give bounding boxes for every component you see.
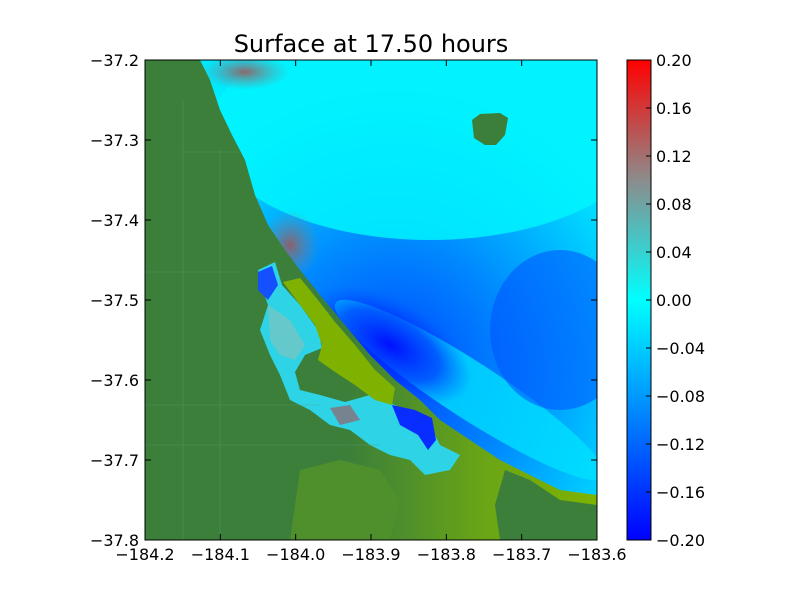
y-axis: −37.2 −37.3 −37.4 −37.5 −37.6 −37.7 −37.8	[90, 51, 597, 550]
colorbar: 0.20 0.16 0.12 0.08 0.04 0.00 −0.04 −0.08 −0.12 −…	[626, 51, 705, 550]
land-interior	[145, 60, 238, 440]
y-tick-label: −37.4	[90, 211, 139, 230]
land-mesh-lines	[145, 100, 380, 540]
harbour-deep-north	[258, 266, 278, 300]
colorbar-tick-label: 0.08	[656, 195, 692, 214]
land-south-east	[495, 470, 597, 540]
colorbar-tick-label: 0.20	[656, 51, 692, 70]
positive-anomaly-north	[200, 60, 290, 90]
x-tick-label: −183.7	[492, 545, 551, 564]
deep-negative-region-east	[490, 250, 597, 410]
colorbar-tick-label: 0.00	[656, 291, 692, 310]
cyan-north-band	[210, 60, 597, 240]
colorbar-axis: 0.20 0.16 0.12 0.08 0.04 0.00 −0.04 −0.08 −0.12 −…	[646, 51, 705, 550]
colorbar-tick-label: −0.16	[656, 483, 705, 502]
land-south-west	[145, 420, 250, 540]
y-tick-label: −37.2	[90, 51, 139, 70]
colorbar-tick-label: −0.20	[656, 531, 705, 550]
harbour-positive	[330, 405, 360, 425]
chart-title: Surface at 17.50 hours	[234, 30, 509, 58]
x-tick-label: −184.2	[115, 545, 174, 564]
colorbar-tick-label: 0.04	[656, 243, 692, 262]
x-axis: −184.2 −184.1 −184.0 −183.9 −183.8 −183.7 −183…	[115, 60, 627, 564]
harbour-inner	[268, 305, 305, 360]
y-tick-label: −37.8	[90, 531, 139, 550]
deep-negative-region	[308, 285, 472, 405]
colorbar-tick-label: −0.04	[656, 339, 705, 358]
harbour-deep	[392, 405, 436, 450]
x-tick-label: −184.0	[266, 545, 325, 564]
y-tick-label: −37.3	[90, 131, 139, 150]
colorbar-tick-label: −0.12	[656, 435, 705, 454]
land-mass	[145, 60, 597, 540]
peninsula	[283, 278, 395, 405]
x-tick-label: −184.1	[191, 545, 250, 564]
x-tick-label: −183.9	[341, 545, 400, 564]
y-tick-label: −37.6	[90, 371, 139, 390]
colorbar-tick-label: 0.12	[656, 147, 692, 166]
colorbar-tick-label: 0.16	[656, 99, 692, 118]
x-tick-label: −183.8	[417, 545, 476, 564]
plot-area	[145, 60, 597, 540]
x-tick-label: −183.6	[567, 545, 626, 564]
island	[472, 113, 508, 145]
y-tick-label: −37.5	[90, 291, 139, 310]
y-tick-label: −37.7	[90, 451, 139, 470]
land-south-mid	[290, 460, 400, 540]
colorbar-tick-label: −0.08	[656, 387, 705, 406]
